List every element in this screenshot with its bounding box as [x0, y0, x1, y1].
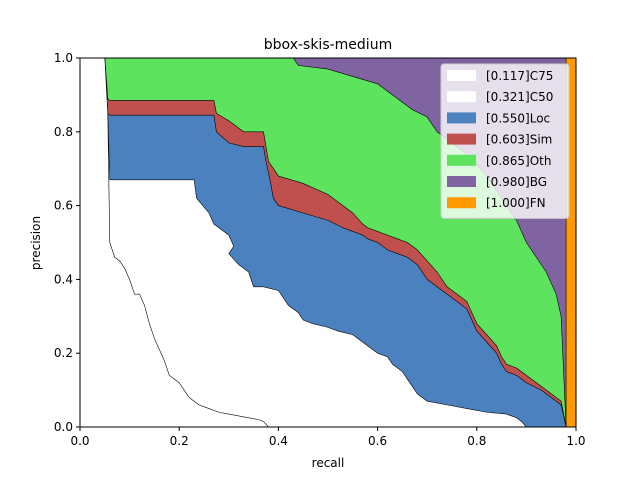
- legend-swatch: [447, 112, 476, 124]
- y-tick-label: 0.2: [54, 346, 73, 360]
- legend-label: [1.000]FN: [486, 196, 546, 210]
- curve-0-550-loc: [104, 57, 567, 428]
- legend-swatch: [447, 176, 476, 187]
- plot-frame: [79, 57, 577, 428]
- legend-swatch: [447, 133, 476, 145]
- y-tick-label: 0.4: [54, 272, 73, 286]
- legend: [0.117]C75 [0.321]C50 [0.550]Loc [0.603]Sim…: [440, 63, 570, 219]
- y-axis-label: precision: [29, 216, 43, 270]
- x-axis-label: recall: [312, 456, 345, 470]
- y-tick-label: 0.8: [54, 125, 73, 139]
- x-tick-label: 0.4: [269, 434, 288, 448]
- legend-swatch: [447, 70, 476, 81]
- x-tick-label: 0.0: [70, 434, 89, 448]
- curve-0-117-c75: [104, 57, 269, 428]
- x-tick-label: 1.0: [566, 434, 585, 448]
- y-tick-label: 0.6: [54, 199, 73, 213]
- legend-label: [0.865]Oth: [486, 154, 551, 168]
- curve-0-321-c50: [104, 57, 527, 428]
- legend-label: [0.321]C50: [486, 90, 553, 104]
- legend-swatch: [447, 197, 476, 209]
- legend-label: [0.980]BG: [486, 175, 547, 189]
- legend-swatch: [447, 91, 476, 103]
- axes-group: 0.0 0.2 0.4 0.6 0.8 1.0 0.0 0.2 0.4 0.6 0.8 1.0: [54, 51, 586, 448]
- x-tick-label: 0.6: [368, 434, 387, 448]
- area-0-117-c75: [80, 58, 269, 427]
- legend-label: [0.603]Sim: [486, 133, 552, 147]
- legend-swatch: [447, 154, 476, 166]
- legend-label: [0.117]C75: [486, 69, 553, 83]
- x-tick-label: 0.2: [170, 434, 189, 448]
- x-tick-label: 0.8: [467, 434, 486, 448]
- curve-0-603-sim: [104, 57, 567, 428]
- area-0-321-c50: [80, 58, 527, 427]
- y-tick-label: 0.0: [54, 420, 73, 434]
- y-tick-label: 1.0: [54, 51, 73, 65]
- chart-title: bbox-skis-medium: [264, 37, 392, 53]
- legend-label: [0.550]Loc: [486, 111, 550, 125]
